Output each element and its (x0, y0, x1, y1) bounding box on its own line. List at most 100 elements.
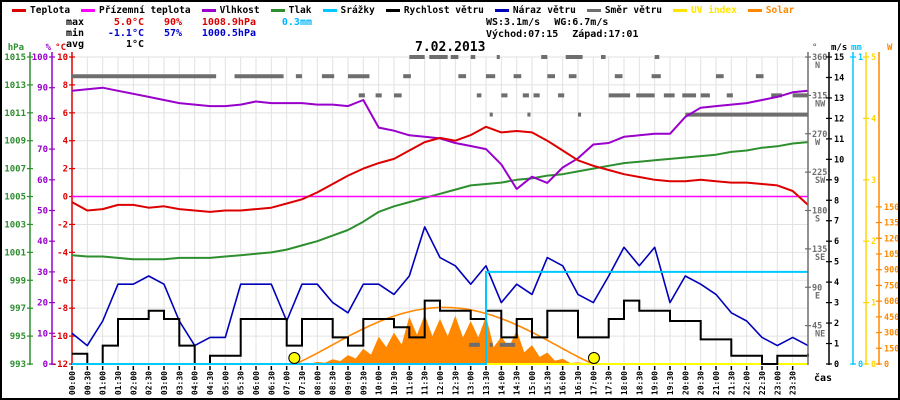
min-label: min (66, 28, 85, 39)
svg-text:100: 100 (32, 53, 48, 63)
legend-item-6: Náraz větru (494, 5, 576, 16)
svg-text:2: 2 (871, 237, 876, 247)
svg-text:5: 5 (871, 53, 876, 63)
legend-swatch-icon (385, 9, 400, 12)
svg-text:04:30: 04:30 (206, 371, 215, 395)
svg-text:750: 750 (884, 281, 899, 291)
svg-text:07:30: 07:30 (298, 371, 307, 395)
legend-label: Náraz větru (512, 5, 576, 16)
svg-text:10:00: 10:00 (375, 371, 384, 395)
svg-text:N: N (815, 61, 820, 71)
svg-text:13:30: 13:30 (482, 371, 491, 395)
svg-text:01:00: 01:00 (99, 371, 108, 395)
svg-text:997: 997 (10, 304, 26, 314)
sun-stats-row: Východ:07:15 Západ:17:01 (486, 29, 652, 41)
svg-text:360: 360 (812, 53, 827, 63)
svg-text:03:30: 03:30 (175, 371, 184, 395)
legend-item-2: Vlhkost (201, 5, 260, 16)
svg-text:03:00: 03:00 (160, 371, 169, 395)
max-humidity: 90% (163, 17, 182, 28)
svg-text:1: 1 (834, 340, 839, 350)
legend-swatch-icon (586, 9, 601, 12)
svg-text:0: 0 (834, 360, 839, 370)
legend-label: Srážky (340, 5, 375, 16)
svg-text:4: 4 (834, 278, 839, 288)
wind-stats-row: WS:3.1m/s WG:6.7m/s (486, 17, 652, 29)
legend-label: Tlak (288, 5, 312, 16)
legend: Teplota Přízemní teplota Vlhkost Tlak Srážky… (12, 5, 794, 16)
svg-text:0: 0 (858, 360, 863, 370)
svg-text:mm: mm (851, 43, 862, 53)
svg-text:1009: 1009 (4, 137, 26, 147)
svg-text:15: 15 (834, 53, 844, 63)
svg-text:-8: -8 (57, 304, 68, 314)
svg-text:11:00: 11:00 (405, 371, 414, 395)
svg-text:14:00: 14:00 (497, 371, 506, 395)
svg-text:11: 11 (834, 135, 844, 145)
svg-text:20:00: 20:00 (681, 371, 690, 395)
legend-item-5: Rychlost větru (385, 5, 484, 16)
svg-text:05:00: 05:00 (221, 371, 230, 395)
svg-text:90: 90 (37, 84, 48, 94)
svg-text:09:00: 09:00 (344, 371, 353, 395)
avg-label: avg (66, 39, 85, 50)
wind-gust-stat: WG:6.7m/s (554, 17, 609, 28)
max-rain: 0.3mm (281, 17, 312, 28)
stats-block: max 5.0°C 90% 1008.9hPa 0.3mm min -1.1°C… (66, 17, 312, 50)
svg-text:225: 225 (812, 168, 827, 178)
svg-text:21:30: 21:30 (727, 371, 736, 395)
series-rain (72, 270, 808, 365)
svg-text:12:00: 12:00 (436, 371, 445, 395)
svg-text:17:30: 17:30 (605, 371, 614, 395)
svg-text:6: 6 (834, 237, 839, 247)
series-solar-fill (72, 314, 808, 364)
max-temp: 5.0°C (113, 17, 144, 28)
svg-text:40: 40 (37, 237, 48, 247)
svg-text:1013: 1013 (4, 81, 26, 91)
svg-text:1: 1 (871, 299, 876, 309)
svg-text:1011: 1011 (4, 109, 26, 119)
sunrise-stat: Východ:07:15 (486, 29, 559, 40)
axis-°C: °C -12 -10 -8 -6 -4 -2 0 2 4 6 8 10 (52, 43, 75, 370)
svg-text:995: 995 (10, 332, 26, 342)
series-pressure (71, 141, 809, 261)
svg-text:180: 180 (812, 207, 827, 217)
svg-text:07:00: 07:00 (283, 371, 292, 395)
svg-text:22:00: 22:00 (743, 371, 752, 395)
svg-text:W: W (887, 43, 893, 53)
legend-label: UV index (691, 5, 737, 16)
svg-text:50: 50 (37, 207, 48, 217)
legend-label: Teplota (30, 5, 71, 16)
svg-text:5: 5 (834, 258, 839, 268)
legend-item-8: UV index (673, 5, 737, 16)
svg-text:23:00: 23:00 (773, 371, 782, 395)
legend-swatch-icon (747, 9, 762, 12)
svg-text:16:00: 16:00 (559, 371, 568, 395)
svg-text:600: 600 (884, 297, 899, 307)
svg-text:-10: -10 (52, 332, 68, 342)
svg-text:05:30: 05:30 (237, 371, 246, 395)
svg-text:-6: -6 (57, 276, 68, 286)
svg-text:10: 10 (834, 155, 844, 165)
svg-text:02:30: 02:30 (145, 371, 154, 395)
legend-item-4: Srážky (322, 5, 375, 16)
svg-text:1007: 1007 (4, 165, 26, 175)
legend-swatch-icon (673, 9, 688, 12)
svg-text:19:00: 19:00 (651, 371, 660, 395)
svg-text:13:00: 13:00 (467, 371, 476, 395)
legend-item-1: Přízemní teplota (81, 5, 191, 16)
svg-text:8: 8 (63, 81, 68, 91)
legend-swatch-icon (201, 9, 216, 12)
svg-text:-12: -12 (52, 360, 68, 370)
svg-text:°: ° (812, 43, 817, 53)
svg-text:02:00: 02:00 (129, 371, 138, 395)
svg-text:0: 0 (871, 360, 876, 370)
svg-text:15:30: 15:30 (543, 371, 552, 395)
legend-swatch-icon (322, 9, 337, 12)
svg-text:0: 0 (884, 360, 889, 370)
svg-text:80: 80 (37, 114, 48, 124)
svg-text:300: 300 (884, 329, 899, 339)
